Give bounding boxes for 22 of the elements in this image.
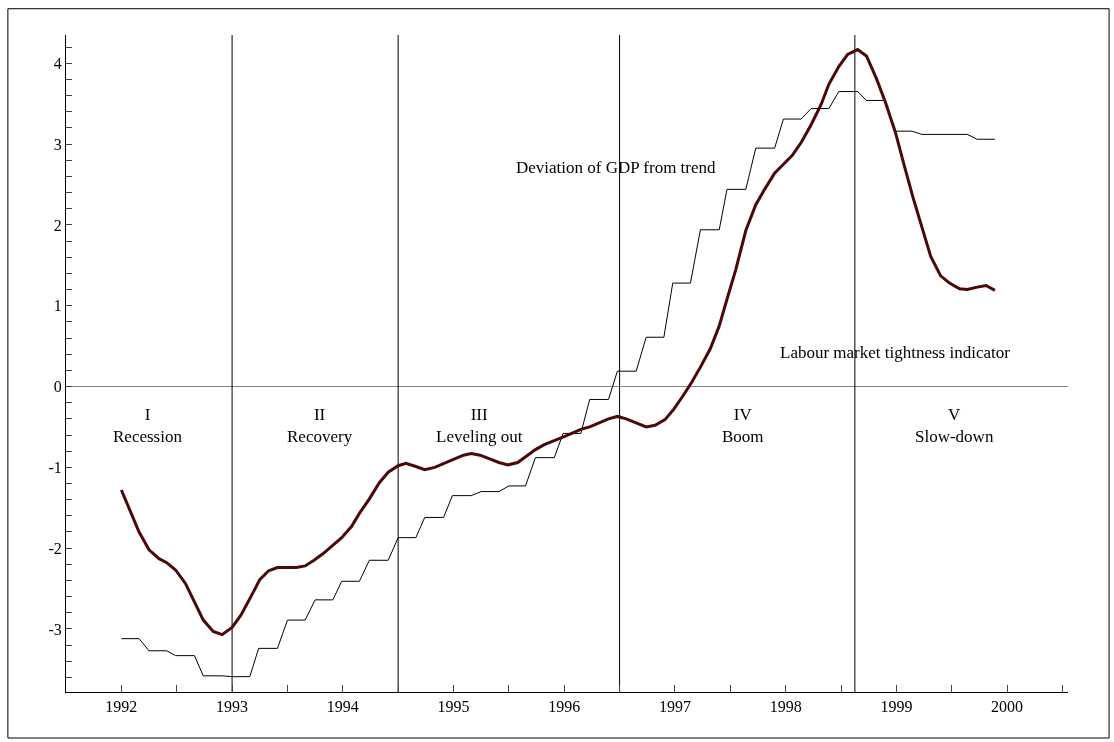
x-tick-label: 1999 [880, 698, 913, 716]
annotation: II Recovery [287, 405, 353, 447]
y-tick-label: -3 [48, 620, 62, 638]
x-tick-label: 1996 [548, 698, 581, 716]
y-tick-label: 3 [53, 135, 62, 153]
annotation: IV Boom [722, 405, 764, 447]
y-tick-label: 2 [53, 216, 62, 234]
y-tick-label: -1 [48, 458, 62, 476]
x-tick-label: 1993 [216, 698, 249, 716]
x-tick-label: 1992 [105, 698, 138, 716]
x-tick-label: 1998 [769, 698, 802, 716]
annotation: V Slow-down [915, 405, 994, 447]
y-tick-label: 0 [53, 378, 62, 396]
y-tick-label: 4 [53, 54, 62, 72]
x-tick-label: 2000 [991, 698, 1024, 716]
y-tick-label: 1 [53, 297, 62, 315]
annotation: I Recession [113, 405, 183, 447]
x-tick-label: 1995 [437, 698, 470, 716]
annotation: III Leveling out [436, 405, 523, 447]
x-tick-label: 1997 [658, 698, 691, 716]
y-tick-label: -2 [48, 539, 62, 557]
x-tick-label: 1994 [326, 698, 359, 716]
